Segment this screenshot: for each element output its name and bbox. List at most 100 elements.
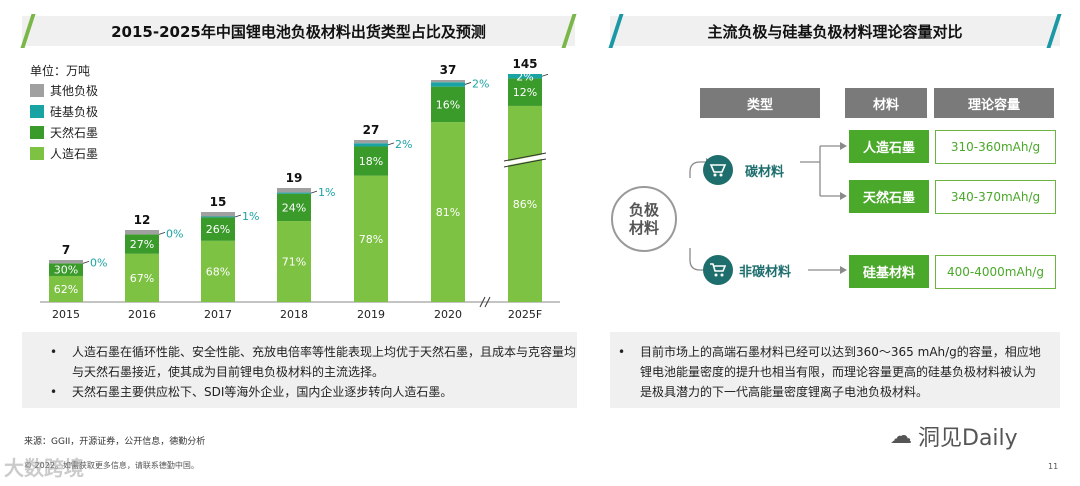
axis-break (484, 296, 491, 308)
chart-legend: 其他负极 硅基负极 天然石墨 人造石墨 (30, 82, 98, 166)
bar-segment (49, 260, 83, 264)
watermark-right-text: 洞见Daily (918, 426, 1018, 451)
arrow-head (840, 142, 847, 150)
type-carbon: 碳材料 (703, 155, 784, 185)
data-label: 2% (472, 77, 489, 90)
bar-segment (354, 146, 388, 176)
data-label: 18% (359, 155, 383, 168)
bar-segment (508, 74, 542, 79)
bar-segment (354, 175, 388, 302)
bar-segment (277, 221, 311, 302)
bar-segment (201, 217, 235, 241)
watermark-left: 大数跨境 (4, 456, 84, 480)
capacity-artificial: 310-360mAh/g (935, 130, 1056, 164)
bar-segment (431, 122, 465, 303)
material-silicon: 硅基材料 (849, 255, 929, 288)
total-label: 145 (512, 57, 537, 71)
right-panel: 主流负极与硅基负极材料理论容量对比 (608, 14, 1062, 48)
type-noncarbon: 非碳材料 (703, 255, 791, 285)
legend-label: 天然石墨 (50, 126, 99, 140)
header-type: 类型 (700, 88, 820, 118)
bar-break-line (503, 152, 547, 162)
bullet-item: 天然石墨主要供应松下、SDI等海外企业，国内企业逐步转向人造石墨。 (50, 382, 577, 402)
capacity-silicon: 400-4000mAh/g (935, 255, 1056, 289)
tick-label: 2025F (508, 308, 542, 321)
legend-swatch-artificial (30, 147, 44, 160)
stacked-bar-chart: 62% 30% 0% 7 2015 67% 27% 0% 12 2016 68% 26% 1% 15 201… (40, 57, 560, 321)
bar-segment (201, 216, 235, 218)
wechat-icon: ☁ (890, 423, 912, 449)
watermark-right: ☁ 洞见Daily (890, 420, 1018, 452)
legend-swatch-silicon (30, 105, 44, 118)
bar-segment (125, 230, 159, 235)
tick-label: 2018 (280, 308, 308, 321)
type-noncarbon-label: 非碳材料 (739, 264, 792, 280)
data-label: 16% (436, 98, 460, 111)
bar-segment (201, 240, 235, 302)
tick-label: 2020 (434, 308, 462, 321)
data-label: 26% (206, 223, 230, 236)
connector-root-carbon (689, 161, 706, 178)
bar-segment (354, 140, 388, 144)
shopping-cart-icon (703, 255, 733, 285)
tick-label: 2015 (52, 308, 80, 321)
legend-label: 硅基负极 (50, 105, 99, 119)
legend-swatch-other (30, 84, 44, 97)
bar-segment (201, 212, 235, 217)
left-title: 2015-2025年中国锂电池负极材料出货类型占比及预测 (22, 16, 575, 46)
total-label: 27 (363, 123, 380, 137)
bar-segment (431, 82, 465, 87)
connector-root-noncarbon (689, 248, 706, 271)
label-pointer (234, 214, 242, 218)
root-node: 负极 材料 (611, 186, 677, 252)
left-bullets-box: 人造石墨在循环性能、安全性能、充放电倍率等性能表现上均优于天然石墨，且成本与克容… (22, 332, 577, 408)
tick-label: 2016 (128, 308, 156, 321)
label-pointer (541, 73, 549, 77)
mine-cart-icon (703, 155, 733, 185)
legend-item: 天然石墨 (30, 124, 98, 141)
bar-segment (125, 234, 159, 254)
material-natural: 天然石墨 (849, 180, 929, 213)
data-label: 71% (282, 256, 306, 269)
copyright: © 2022。如需获取更多信息，请联系德勤中国。 (24, 461, 199, 470)
tick-label: 2017 (204, 308, 232, 321)
material-artificial: 人造石墨 (849, 130, 929, 163)
bar-segment (431, 80, 465, 83)
arrow-head (840, 266, 847, 274)
data-label: 30% (54, 264, 78, 277)
source-note: 来源：GGII，开源证券，公开信息，德勤分析 (24, 437, 206, 447)
bar-break-line (503, 158, 547, 168)
data-label: 62% (54, 283, 78, 296)
left-panel: 2015-2025年中国锂电池负极材料出货类型占比及预测 (20, 14, 577, 48)
data-label: 27% (130, 238, 154, 251)
total-label: 12 (134, 213, 151, 227)
bullet-item: 人造石墨在循环性能、安全性能、充放电倍率等性能表现上均优于天然石墨，且成本与克容… (50, 342, 577, 382)
bullet-item: 目前市场上的高端石墨材料已经可以达到360～365 mAh/g的容量，相应地锂电… (618, 342, 1046, 402)
bar-segment (277, 192, 311, 194)
bar-segment (508, 105, 542, 302)
label-pointer (387, 142, 395, 146)
unit-label: 单位：万吨 (30, 64, 91, 78)
bar-segment (277, 188, 311, 193)
data-label: 1% (242, 210, 259, 223)
bar-segment (354, 143, 388, 147)
total-label: 15 (210, 195, 227, 209)
legend-label: 其他负极 (50, 84, 99, 98)
data-label: 0% (166, 227, 183, 240)
legend-item: 其他负极 (30, 82, 98, 99)
bar-segment (125, 253, 159, 302)
axis-break (479, 296, 486, 308)
type-carbon-label: 碳材料 (745, 164, 785, 180)
data-label: 2% (516, 70, 533, 83)
data-label: 81% (436, 206, 460, 219)
bar-segment (49, 263, 83, 276)
tick-label: 2019 (357, 308, 385, 321)
right-title: 主流负极与硅基负极材料理论容量对比 (610, 16, 1060, 46)
bar-segment (49, 275, 83, 302)
legend-item: 硅基负极 (30, 103, 98, 120)
legend-swatch-natural (30, 126, 44, 139)
left-bullet-list: 人造石墨在循环性能、安全性能、充放电倍率等性能表现上均优于天然石墨，且成本与克容… (22, 342, 577, 402)
bar-segment (277, 193, 311, 222)
page-number: 11 (1048, 462, 1059, 471)
data-label: 78% (359, 233, 383, 246)
